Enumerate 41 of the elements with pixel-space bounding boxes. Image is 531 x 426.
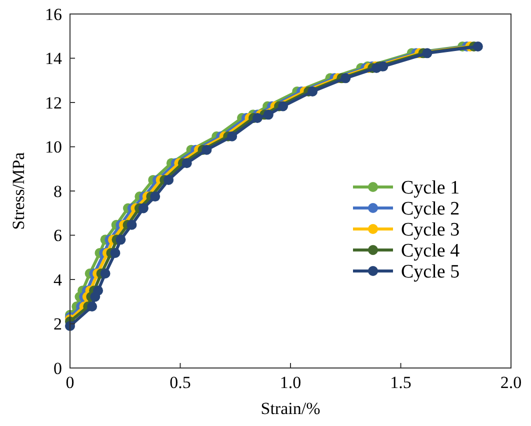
y-tick-label: 10 xyxy=(45,138,62,157)
point xyxy=(378,61,388,72)
point xyxy=(110,248,120,258)
point xyxy=(227,131,238,142)
point xyxy=(116,234,126,245)
point xyxy=(472,42,483,52)
x-tick-label: 0.5 xyxy=(170,373,191,392)
x-tick-label: 0 xyxy=(66,373,74,392)
point xyxy=(100,268,110,279)
point xyxy=(340,73,351,84)
x-tick-label: 2.0 xyxy=(500,373,522,392)
x-tick-label: 1.0 xyxy=(280,373,302,392)
legend-label: Cycle 3 xyxy=(401,220,460,241)
point xyxy=(87,301,98,312)
point xyxy=(126,220,137,230)
point xyxy=(422,48,432,58)
legend-label: Cycle 2 xyxy=(401,198,460,220)
point xyxy=(308,86,318,96)
legend-label: Cycle 1 xyxy=(401,178,460,199)
point xyxy=(164,174,174,185)
point xyxy=(202,144,212,155)
point xyxy=(278,101,288,112)
point xyxy=(252,112,262,123)
point xyxy=(182,158,192,168)
y-tick-label: 8 xyxy=(54,182,62,201)
y-tick-label: 12 xyxy=(45,93,62,112)
legend-label: Cycle 5 xyxy=(401,262,460,283)
y-tick-label: 14 xyxy=(45,49,62,68)
x-axis-title: Strain/% xyxy=(260,399,320,418)
y-tick-label: 6 xyxy=(54,226,62,246)
y-tick-label: 4 xyxy=(54,270,62,290)
y-tick-label: 2 xyxy=(54,314,62,334)
legend-label: Cycle 4 xyxy=(401,240,460,262)
y-tick-label: 16 xyxy=(45,4,62,24)
point xyxy=(138,203,148,214)
y-axis-title: Stress/MPa xyxy=(9,152,28,230)
y-tick-label: 0 xyxy=(54,358,62,378)
point xyxy=(93,286,104,296)
point xyxy=(263,110,274,120)
x-tick-label: 1.5 xyxy=(390,373,412,392)
point xyxy=(150,192,160,202)
